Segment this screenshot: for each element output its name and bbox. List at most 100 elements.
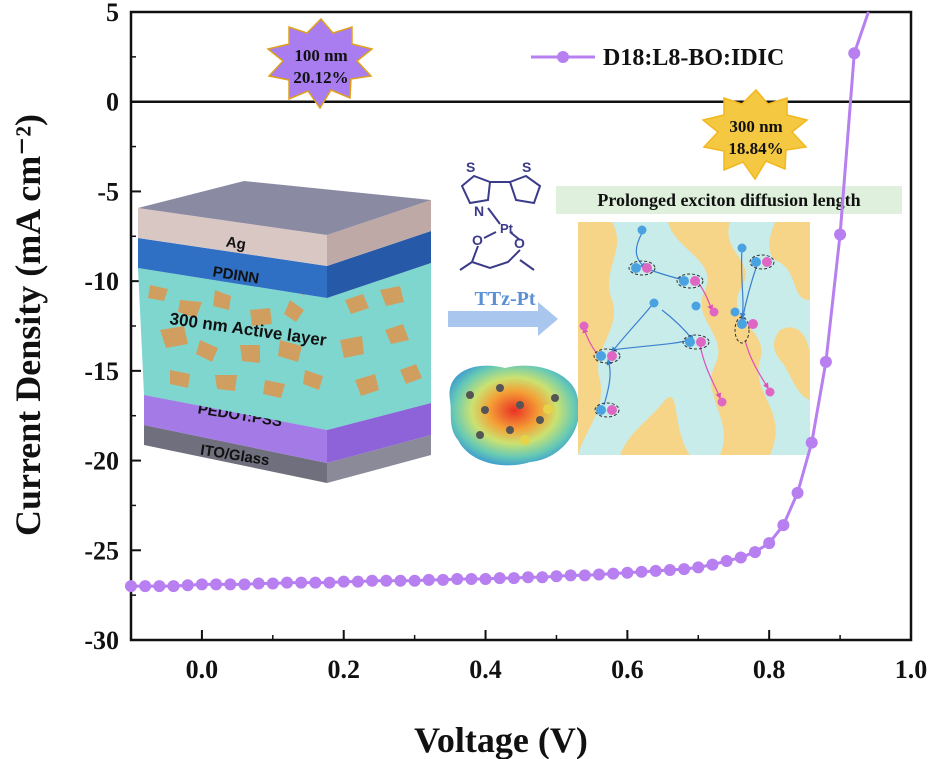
active-blend-pattern	[148, 283, 422, 398]
data-point	[224, 578, 237, 591]
hole	[696, 337, 706, 347]
data-point	[380, 574, 393, 587]
data-point	[465, 572, 478, 585]
data-point	[550, 570, 563, 583]
atom-s-right: S	[522, 159, 531, 175]
data-point	[593, 568, 605, 581]
pt-o-bond-left	[483, 231, 497, 239]
free-electron	[737, 243, 747, 253]
hole	[607, 351, 617, 361]
hole	[642, 263, 652, 273]
exciton-pair	[737, 319, 758, 329]
burst-300nm: 300 nm 18.84%	[701, 88, 809, 181]
exciton-pair	[751, 257, 772, 267]
free-hole	[709, 307, 719, 317]
x-tick-label: 0.0	[186, 655, 219, 684]
excitons	[593, 254, 775, 418]
layer-pdinn-side	[138, 238, 327, 298]
data-point	[266, 577, 279, 590]
free-hole	[765, 387, 775, 397]
data-point	[819, 355, 832, 368]
data-point	[394, 574, 407, 587]
legend: D18:L8-BO:IDIC	[531, 45, 784, 71]
data-point	[834, 228, 847, 241]
burst-300nm-line1: 300 nm	[729, 117, 782, 136]
data-point	[692, 561, 705, 574]
atom-n: N	[474, 203, 484, 219]
data-point	[351, 575, 364, 588]
thiophene-ring	[508, 174, 542, 205]
data-point	[139, 580, 152, 593]
legend-label: D18:L8-BO:IDIC	[603, 45, 784, 71]
burst-100nm: 100 nm 20.12%	[266, 17, 374, 110]
free-electron	[730, 307, 740, 317]
layer-ag-label: Ag	[225, 234, 247, 254]
data-point	[153, 580, 166, 593]
burst-300nm-line2: 18.84%	[728, 139, 783, 158]
data-point	[805, 436, 818, 449]
esp-blob	[449, 365, 580, 466]
layer-ito-front	[327, 435, 431, 483]
layer-ito-side	[144, 425, 327, 483]
data-point	[451, 572, 464, 585]
hole	[762, 257, 772, 267]
x-axis-title: Voltage (V)	[414, 720, 588, 759]
electron	[751, 257, 761, 267]
data-point	[777, 519, 790, 532]
hole	[748, 319, 758, 329]
exciton-pair	[596, 405, 617, 415]
burst-100nm-shape	[266, 17, 374, 110]
free-electron	[691, 301, 701, 311]
acac-backbone	[470, 245, 521, 270]
data-point	[167, 580, 180, 593]
x-tick-label: 0.2	[327, 655, 360, 684]
data-point	[621, 566, 634, 579]
free-hole	[579, 321, 589, 331]
data-point	[408, 574, 421, 587]
free-hole	[717, 397, 727, 407]
data-point	[125, 580, 137, 593]
data-point	[763, 537, 776, 550]
data-point	[663, 564, 676, 577]
burst-100nm-line1: 100 nm	[294, 46, 347, 65]
y-tick-label: -15	[84, 357, 119, 386]
jv-curve	[125, 11, 870, 593]
burst-100nm-line2: 20.12%	[293, 68, 348, 87]
methyl-right	[519, 259, 535, 271]
process-arrow	[448, 302, 558, 336]
y-tick-label: 0	[106, 88, 119, 117]
esp-sulfur	[520, 404, 553, 445]
data-point	[323, 576, 336, 589]
data-point	[493, 572, 506, 585]
data-point	[678, 563, 691, 576]
atom-pt: Pt	[500, 221, 514, 236]
exciton-pair	[679, 276, 700, 286]
data-point	[564, 569, 577, 582]
free-electron	[649, 298, 659, 308]
y-axis-title: Current Density (mA cm⁻²)	[8, 114, 48, 536]
electron	[596, 351, 606, 361]
data-point	[195, 578, 208, 591]
data-point	[720, 555, 733, 568]
data-point	[791, 486, 804, 499]
electron	[685, 337, 695, 347]
data-point	[238, 578, 251, 591]
molecule-label: TTz-Pt	[474, 288, 535, 310]
data-point	[734, 551, 747, 564]
atom-s-left: S	[466, 159, 475, 175]
layer-pedot-front	[327, 403, 431, 463]
data-point	[706, 558, 719, 571]
axis-ticks	[130, 11, 912, 641]
data-point	[578, 569, 591, 582]
electron	[631, 263, 641, 273]
y-tick-label: -20	[84, 447, 119, 476]
exciton-pair	[631, 263, 652, 273]
data-point	[295, 576, 308, 589]
data-point	[337, 575, 350, 588]
data-point	[522, 571, 535, 584]
exciton-diagram: Prolonged exciton diffusion length	[556, 186, 902, 455]
diagram-title: Prolonged exciton diffusion length	[597, 190, 860, 210]
data-point	[210, 578, 223, 591]
electron	[679, 276, 689, 286]
